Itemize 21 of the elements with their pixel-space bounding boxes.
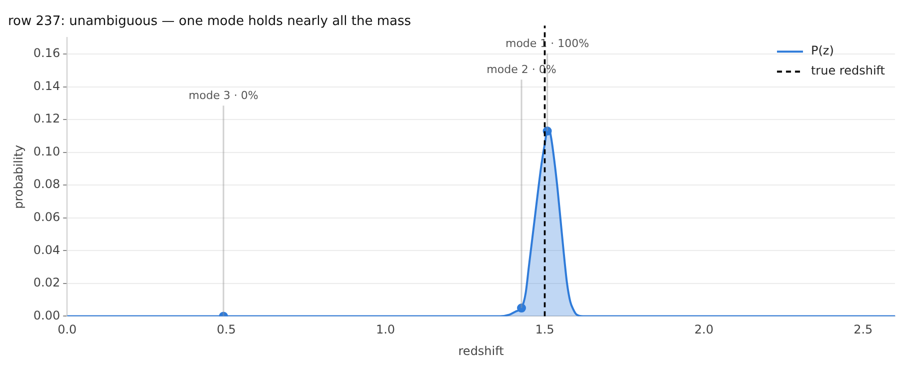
annotation: mode 3 · 0% [188, 88, 258, 102]
x-tick-label: 1.0 [376, 322, 396, 337]
y-tick-label: 0.10 [33, 144, 60, 158]
ref-line-label: true redshift [810, 64, 886, 78]
x-axis-title: redshift [458, 344, 504, 358]
y-tick-label: 0.04 [33, 242, 60, 257]
legend-label: P(z) [810, 44, 834, 58]
y-tick-label: 0.08 [33, 177, 60, 192]
chart-title: row 237: unambiguous — one mode holds nearly all the mass [8, 14, 412, 30]
y-tick-label: 0.16 [33, 46, 60, 60]
x-tick-label: 2.0 [694, 322, 714, 337]
y-tick-label: 0.06 [33, 210, 60, 224]
x-tick-label: 2.5 [854, 322, 873, 337]
x-tick-label: 1.5 [535, 322, 554, 337]
y-axis-title: probability [11, 144, 26, 209]
y-tick-label: 0.02 [33, 276, 60, 290]
y-tick-label: 0.00 [33, 308, 60, 322]
x-tick-label: 0.0 [58, 322, 77, 337]
y-tick-label: 0.14 [33, 78, 60, 93]
x-tick-label: 0.5 [216, 322, 236, 337]
y-tick-label: 0.12 [33, 112, 60, 126]
